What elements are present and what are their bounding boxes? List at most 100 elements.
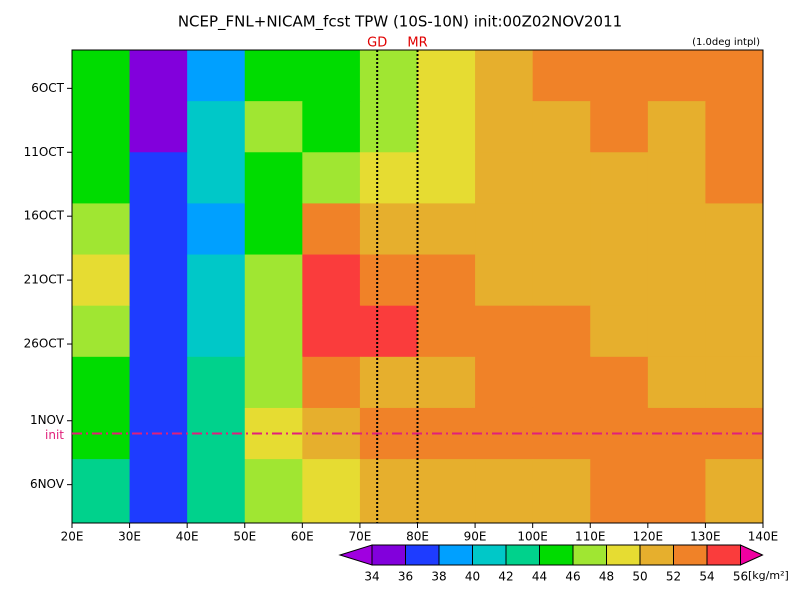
colorbar-box bbox=[673, 544, 708, 566]
chart-title: NCEP_FNL+NICAM_fcst TPW (10S-10N) init:0… bbox=[178, 13, 622, 32]
heat-cell bbox=[72, 305, 131, 358]
heat-cell bbox=[244, 254, 303, 307]
colorbar-label: 40 bbox=[465, 570, 480, 584]
heat-cell bbox=[302, 305, 361, 358]
heat-cell bbox=[302, 152, 361, 204]
heat-cell bbox=[532, 459, 591, 524]
colorbar-label: 44 bbox=[532, 570, 547, 584]
heat-cell bbox=[187, 305, 246, 358]
heat-cell bbox=[647, 50, 706, 102]
heat-cell bbox=[590, 101, 649, 153]
heat-cell bbox=[129, 203, 188, 256]
colorbar-box bbox=[371, 544, 406, 566]
heat-cell bbox=[475, 459, 534, 524]
y-tick-label: 16OCT bbox=[24, 209, 65, 223]
heat-cell bbox=[129, 254, 188, 307]
heat-cell bbox=[590, 459, 649, 524]
heat-cell bbox=[72, 152, 131, 204]
colorbar-box bbox=[706, 544, 741, 566]
heat-cell bbox=[705, 50, 764, 102]
heat-cell bbox=[475, 203, 534, 256]
heat-cell bbox=[187, 356, 246, 409]
heat-cell bbox=[647, 152, 706, 204]
heat-cell bbox=[187, 203, 246, 256]
colorbar-box bbox=[639, 544, 674, 566]
heat-cell bbox=[129, 459, 188, 524]
reference-label: GD bbox=[367, 36, 387, 51]
reference-label: MR bbox=[407, 36, 427, 51]
heat-cell bbox=[244, 203, 303, 256]
heat-cell bbox=[359, 407, 418, 460]
heat-cell bbox=[475, 50, 534, 102]
x-tick-label: 70E bbox=[348, 530, 371, 544]
heat-cell bbox=[72, 356, 131, 409]
heat-cell bbox=[590, 203, 649, 256]
heat-cell bbox=[532, 203, 591, 256]
heat-cell bbox=[187, 50, 246, 102]
heat-cell bbox=[475, 101, 534, 153]
x-tick-label: 80E bbox=[406, 530, 429, 544]
y-tick-label: 6NOV bbox=[30, 477, 65, 491]
heat-cell bbox=[647, 254, 706, 307]
heat-cell bbox=[705, 101, 764, 153]
heat-cell bbox=[244, 152, 303, 204]
heat-cell bbox=[590, 356, 649, 409]
heat-cell bbox=[417, 459, 476, 524]
heat-cell bbox=[590, 152, 649, 204]
heat-cell bbox=[532, 254, 591, 307]
colorbar-label: 42 bbox=[498, 570, 513, 584]
heat-cell bbox=[187, 152, 246, 204]
y-tick-label: 1NOV bbox=[30, 413, 65, 427]
x-tick-label: 110E bbox=[575, 530, 606, 544]
heat-cell bbox=[417, 305, 476, 358]
colorbar-label: 36 bbox=[398, 570, 413, 584]
heat-cell bbox=[475, 152, 534, 204]
colorbar-box bbox=[472, 544, 507, 566]
heat-cell bbox=[647, 101, 706, 153]
colorbar-label: 52 bbox=[666, 570, 681, 584]
heat-cell bbox=[359, 50, 418, 102]
heat-cell bbox=[532, 152, 591, 204]
heat-cell bbox=[359, 203, 418, 256]
colorbar-label: 46 bbox=[565, 570, 580, 584]
heat-cell bbox=[417, 254, 476, 307]
heat-cell bbox=[129, 101, 188, 153]
annotation: (1.0deg intpl) bbox=[692, 37, 760, 48]
heat-cell bbox=[532, 101, 591, 153]
heat-cell bbox=[359, 254, 418, 307]
heat-cell bbox=[705, 254, 764, 307]
heat-cell bbox=[129, 50, 188, 102]
heat-cell bbox=[187, 254, 246, 307]
x-tick-label: 20E bbox=[61, 530, 84, 544]
heat-cell bbox=[302, 101, 361, 153]
y-tick-label: 26OCT bbox=[24, 337, 65, 351]
heat-cell bbox=[705, 356, 764, 409]
heat-cell bbox=[475, 305, 534, 358]
heat-cell bbox=[705, 459, 764, 524]
heat-cell bbox=[417, 152, 476, 204]
x-tick-label: 130E bbox=[690, 530, 721, 544]
heat-cell bbox=[72, 203, 131, 256]
units-label: [kg/m²] bbox=[748, 569, 789, 582]
colorbar-label: 50 bbox=[632, 570, 647, 584]
heat-cell bbox=[244, 459, 303, 524]
y-tick-label: 21OCT bbox=[24, 273, 65, 287]
heat-cell bbox=[359, 152, 418, 204]
colorbar-label: 54 bbox=[699, 570, 714, 584]
heat-cell bbox=[417, 203, 476, 256]
colorbar-box bbox=[505, 544, 540, 566]
heat-cell bbox=[302, 254, 361, 307]
x-tick-label: 50E bbox=[233, 530, 256, 544]
colorbar-box bbox=[572, 544, 607, 566]
x-tick-label: 60E bbox=[291, 530, 314, 544]
heat-cell bbox=[359, 356, 418, 409]
heat-cell bbox=[129, 356, 188, 409]
heat-cell bbox=[590, 254, 649, 307]
heat-cell bbox=[475, 407, 534, 460]
heat-cell bbox=[72, 101, 131, 153]
heat-cell bbox=[590, 305, 649, 358]
colorbar-box bbox=[539, 544, 574, 566]
colorbar-arrow bbox=[740, 544, 764, 566]
x-tick-label: 40E bbox=[176, 530, 199, 544]
